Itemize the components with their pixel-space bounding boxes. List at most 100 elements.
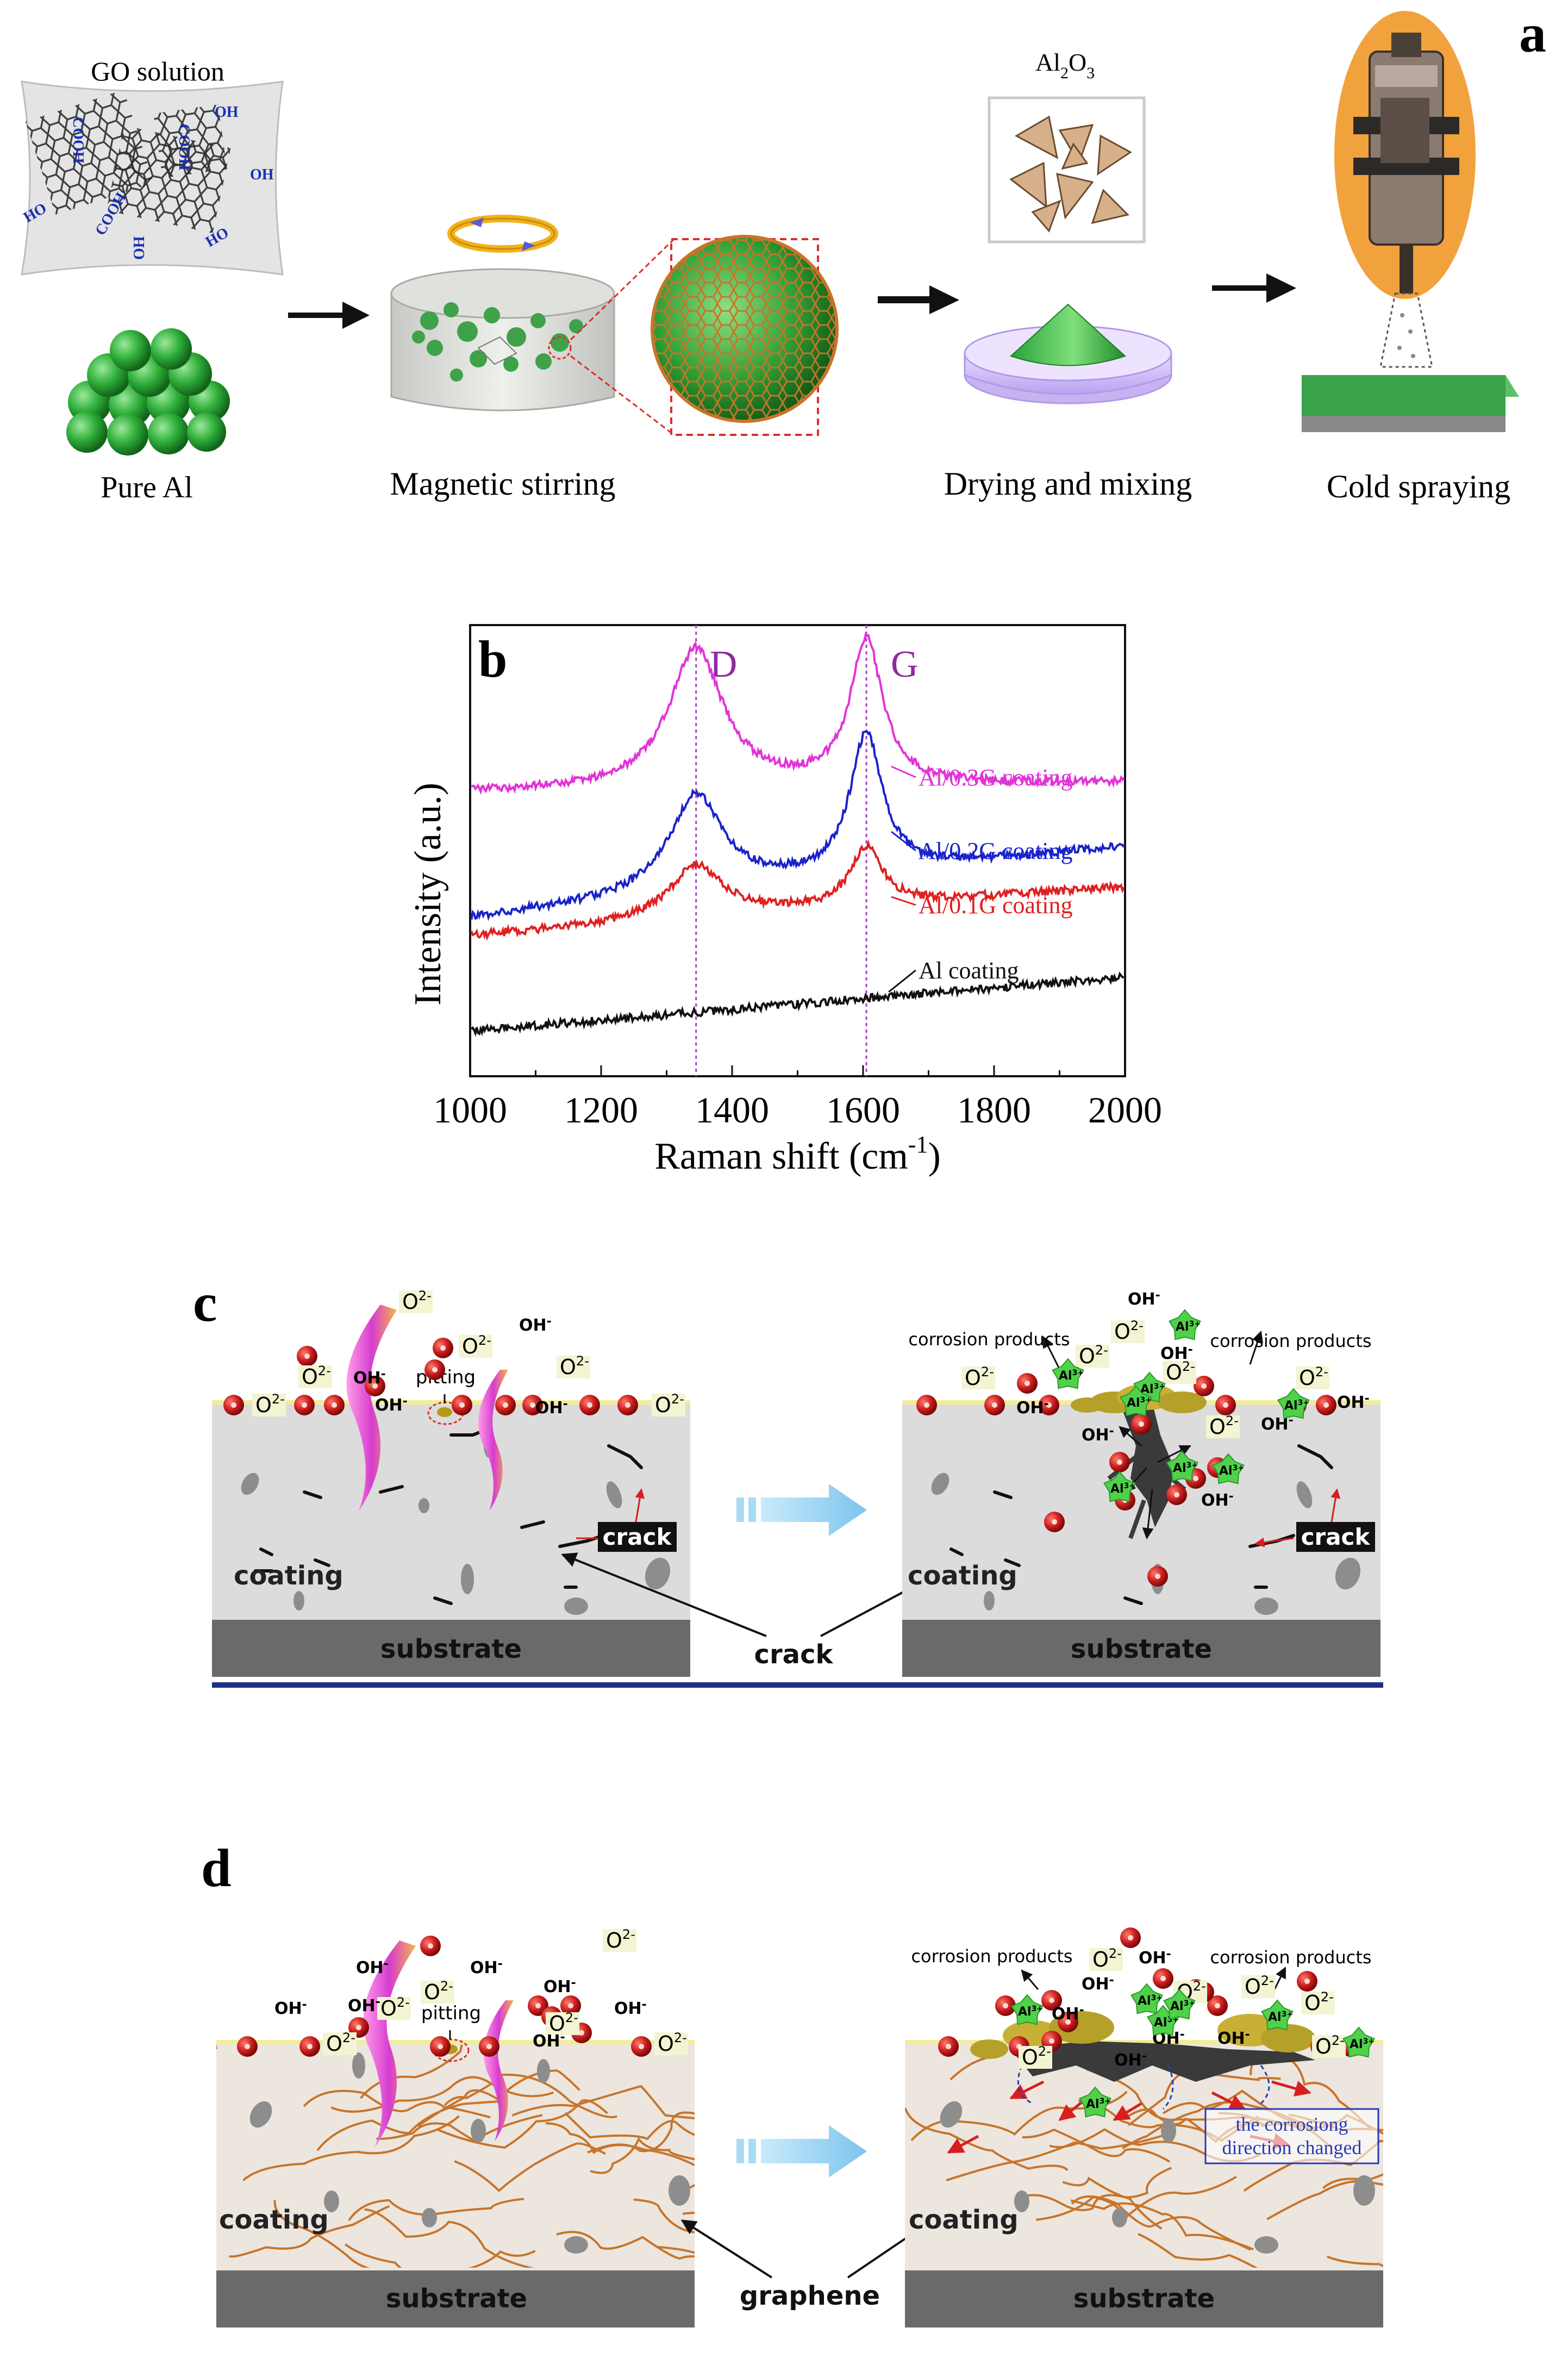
oxide-ion-label: O2- xyxy=(326,2030,355,2056)
crack-label-c-left: crack xyxy=(603,1524,672,1550)
oxide-ion-label: O2- xyxy=(424,1979,453,2004)
substrate-layer-right xyxy=(902,1620,1380,1677)
go-oh-label-3: OH xyxy=(131,236,148,260)
aluminum-ion-badge xyxy=(1130,1983,1163,2014)
graphene-sheet xyxy=(946,2132,1171,2182)
oxide-ion-bg xyxy=(1089,1948,1123,1971)
graphene-sheet xyxy=(1138,2233,1258,2268)
graphene-sheet xyxy=(316,2100,508,2151)
coating-label-c-right: coating xyxy=(908,1561,1017,1591)
x-tick-label: 2000 xyxy=(1088,1089,1162,1131)
magnetic-stirring-beaker xyxy=(390,215,675,436)
go-oh-label-1: OH xyxy=(215,104,239,121)
oxide-ion-bg xyxy=(1019,2046,1052,2069)
oxide-ion-bg xyxy=(1111,1320,1145,1343)
aluminum-ion-label: Al3+ xyxy=(1173,1461,1198,1475)
crack-label-c-right: crack xyxy=(1301,1524,1371,1550)
graphene-sheet xyxy=(1062,2167,1172,2199)
series-label-pointer xyxy=(891,896,916,906)
graphene-sheet xyxy=(438,2099,608,2149)
oxide-ion-bg xyxy=(654,2032,688,2055)
aluminum-ion-badge xyxy=(1079,2086,1111,2118)
hydroxide-ion-label: OH- xyxy=(1114,2050,1147,2070)
defects-d-right xyxy=(940,2101,1375,2254)
coating-label-c-left: coating xyxy=(234,1561,343,1591)
series-line-3 xyxy=(470,971,1125,1037)
al2o3-particles-box xyxy=(988,96,1146,244)
x-tick-label: 1600 xyxy=(826,1089,900,1131)
oxide-ion-bg xyxy=(603,1929,636,1952)
hydroxide-ion-label: OH- xyxy=(535,1397,568,1418)
hydroxide-ion-label: OH- xyxy=(1337,1392,1370,1412)
pit-arrows-c xyxy=(1042,1331,1263,1540)
hydroxide-ion-label: OH- xyxy=(353,1368,386,1388)
oxide-ion-label: O2- xyxy=(606,1927,635,1952)
oxide-ion-label: O2- xyxy=(655,1391,684,1417)
defects-d-left xyxy=(249,2052,690,2254)
graphene-wrapped-al-particle xyxy=(651,235,839,436)
oxygen-ion-core xyxy=(1049,2038,1054,2044)
aluminum-ion-label: Al3+ xyxy=(1086,2097,1111,2111)
oxide-ion-bg xyxy=(323,2032,357,2055)
oxygen-ion-core xyxy=(486,2044,492,2049)
ribbon-right-c xyxy=(478,1370,508,1511)
oxide-ion-label: O2- xyxy=(402,1288,432,1314)
direction-changed-box xyxy=(1204,2108,1379,2164)
oxygen-ion-core xyxy=(1215,2003,1220,2008)
hydroxide-ion-label: OH- xyxy=(470,1957,503,1977)
graphene-sheet xyxy=(1327,2255,1383,2267)
hydroxide-ion-label: OH- xyxy=(519,1315,552,1335)
ions-right-c: O2-O2-O2- O2-O2-O2-OH-OH-OH-OH-OH-OH-OH-A… xyxy=(916,1289,1370,1587)
oxide-ion-bg xyxy=(459,1335,492,1358)
series-label-pointer xyxy=(888,969,916,993)
coating-label-d-left: coating xyxy=(219,2205,329,2235)
graphene-sheet xyxy=(590,2137,695,2174)
oxide-ion-label: O2- xyxy=(965,1364,994,1390)
graphene-sheet xyxy=(511,2085,695,2119)
aluminum-ion-badge xyxy=(1011,1994,1044,2025)
cold-spraying-label: Cold spraying xyxy=(1327,469,1510,504)
graphene-sheet xyxy=(330,2076,554,2113)
hydroxide-ion-label: OH- xyxy=(1082,1425,1114,1445)
direction-changed-line1: the corrosiong xyxy=(1236,2113,1348,2135)
graphene-sheet xyxy=(344,2243,536,2268)
process-arrow-3 xyxy=(1212,273,1296,303)
product-arrows-d xyxy=(1021,1967,1286,1990)
aluminum-ion-label: Al3+ xyxy=(1268,2010,1293,2024)
oxygen-ion-core xyxy=(304,1353,310,1359)
hydroxide-ion-label: OH- xyxy=(274,1998,307,2018)
corrosion-products-label-d-right: corrosion products xyxy=(1210,1947,1371,1968)
hydroxide-ion-label: OH- xyxy=(1082,1974,1114,1994)
aluminum-ion-label: Al3+ xyxy=(1110,1482,1135,1496)
oxide-ion-bg xyxy=(546,2012,579,2035)
go-solution-illustration: COOH COOH COOH OH OH OH HO HO xyxy=(21,80,284,276)
oxide-ion-label: O2- xyxy=(1022,2044,1051,2069)
substrate-layer-d-right xyxy=(905,2270,1383,2327)
graphene-coating-left xyxy=(216,2042,695,2270)
oxide-ion-label: O2- xyxy=(1092,1946,1122,1971)
pure-al-label: Pure Al xyxy=(101,471,193,504)
graphene-sheet xyxy=(564,2112,695,2141)
graphene-network-left xyxy=(216,2045,695,2268)
defects-left xyxy=(241,1434,671,1615)
graphene-sheet xyxy=(364,2208,535,2268)
transition-arrow-d xyxy=(736,2125,867,2177)
oxygen-ion-core xyxy=(356,2025,361,2030)
series-line-1 xyxy=(470,730,1125,921)
oxide-ion-label: O2- xyxy=(1245,1973,1274,1999)
oxygen-ion-core xyxy=(1052,1519,1057,1525)
oxygen-ion-core xyxy=(332,1402,337,1408)
oxygen-ion-core xyxy=(625,1402,630,1408)
oxide-ion-bg xyxy=(1076,1345,1109,1368)
panel-b-letter: b xyxy=(478,630,507,688)
aluminum-ion-badge xyxy=(1120,1385,1152,1416)
panel-a: a COOH COOH COOH OH OH OH HO HO GO solut… xyxy=(21,3,1546,504)
graphene-sheet xyxy=(633,2198,695,2233)
sprayed-coating-block xyxy=(1302,375,1519,432)
aluminum-ion-label: Al3+ xyxy=(1127,1396,1152,1410)
substrate-label-c-right: substrate xyxy=(1071,1634,1212,1664)
x-tick-label: 1800 xyxy=(957,1089,1031,1131)
graphene-sheet xyxy=(273,2200,370,2268)
